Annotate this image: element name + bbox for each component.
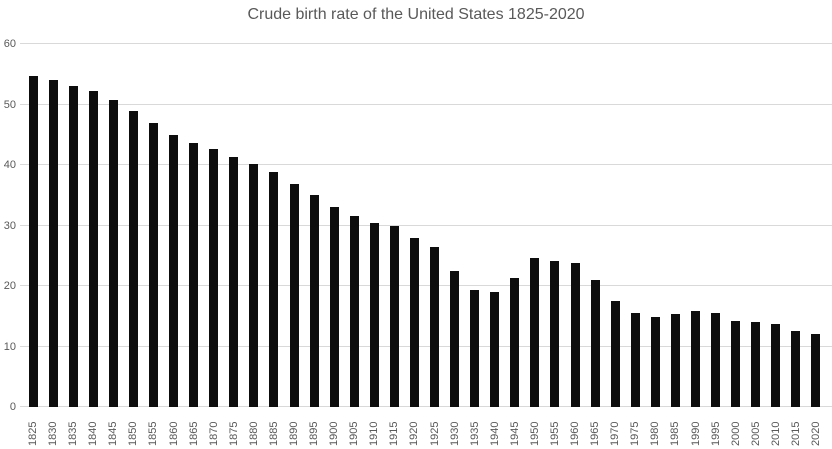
x-tick-label-1905: 1905 bbox=[348, 421, 361, 446]
bar-1975 bbox=[630, 312, 640, 407]
x-tick-label-1885: 1885 bbox=[267, 421, 280, 446]
x-tick-label-1900: 1900 bbox=[328, 421, 341, 446]
x-tick-label-1940: 1940 bbox=[488, 421, 501, 446]
bar-1925 bbox=[430, 247, 440, 407]
bar-1850 bbox=[128, 111, 138, 407]
bar-2000 bbox=[731, 320, 741, 407]
bar-1845 bbox=[108, 100, 118, 407]
x-axis-labels: 1825 1830 1835 1840 1845 1850 1855 1860 1865 1870… bbox=[23, 408, 826, 449]
x-tick-label-2010: 2010 bbox=[769, 421, 782, 446]
bar-1930 bbox=[450, 270, 460, 407]
x-tick-label-1985: 1985 bbox=[669, 421, 682, 446]
gridline-y-60 bbox=[20, 43, 832, 44]
x-tick-label-2005: 2005 bbox=[749, 421, 762, 446]
bar-2005 bbox=[751, 322, 761, 407]
x-tick-label-1845: 1845 bbox=[107, 421, 120, 446]
x-tick-label-1950: 1950 bbox=[528, 421, 541, 446]
x-tick-label-1855: 1855 bbox=[147, 421, 160, 446]
bar-1905 bbox=[349, 215, 359, 407]
bar-1825 bbox=[28, 76, 38, 407]
y-tick-label-50: 50 bbox=[3, 98, 16, 111]
bar-1915 bbox=[389, 226, 399, 407]
gridline-y-0 bbox=[20, 406, 832, 407]
bar-1945 bbox=[510, 278, 520, 407]
x-tick-label-2015: 2015 bbox=[789, 421, 802, 446]
bar-1885 bbox=[269, 172, 279, 407]
gridline-y-40 bbox=[20, 164, 832, 165]
x-tick-label-1890: 1890 bbox=[288, 421, 300, 446]
x-tick-label-1870: 1870 bbox=[207, 421, 220, 446]
gridline-y-30 bbox=[20, 224, 832, 226]
x-tick-label-1935: 1935 bbox=[468, 421, 481, 446]
bar-1990 bbox=[691, 311, 700, 407]
bar-1940 bbox=[490, 292, 500, 407]
gridline-y-50 bbox=[20, 103, 832, 105]
x-tick-label-1955: 1955 bbox=[548, 421, 561, 446]
bar-1860 bbox=[169, 134, 179, 407]
bar-1835 bbox=[68, 86, 78, 407]
bar-1960 bbox=[570, 263, 580, 407]
x-tick-label-1835: 1835 bbox=[67, 421, 80, 446]
x-tick-label-1980: 1980 bbox=[649, 421, 662, 446]
x-tick-label-1875: 1875 bbox=[227, 421, 240, 446]
y-tick-label-0: 0 bbox=[9, 401, 16, 413]
x-tick-label-1860: 1860 bbox=[167, 421, 180, 446]
x-tick-label-1825: 1825 bbox=[27, 421, 40, 446]
x-tick-label-1880: 1880 bbox=[247, 421, 260, 446]
x-tick-label-2000: 2000 bbox=[729, 421, 742, 446]
gridline-y-10 bbox=[20, 345, 832, 347]
bar-1920 bbox=[409, 237, 419, 407]
x-tick-label-1915: 1915 bbox=[388, 421, 401, 446]
bar-1970 bbox=[610, 300, 620, 407]
bar-2015 bbox=[791, 331, 801, 407]
x-tick-label-1945: 1945 bbox=[508, 421, 521, 446]
x-tick-label-1995: 1995 bbox=[709, 421, 722, 446]
bar-1875 bbox=[229, 156, 239, 407]
bar-1865 bbox=[189, 143, 199, 407]
x-tick-label-1840: 1840 bbox=[87, 421, 100, 446]
bar-1895 bbox=[309, 195, 319, 407]
x-tick-label-1910: 1910 bbox=[368, 421, 381, 446]
plot-area bbox=[20, 43, 832, 407]
bar-1890 bbox=[289, 184, 299, 407]
x-tick-label-2020: 2020 bbox=[809, 421, 822, 446]
x-tick-label-1920: 1920 bbox=[408, 421, 421, 446]
x-tick-label-1965: 1965 bbox=[589, 421, 602, 446]
x-tick-label-1930: 1930 bbox=[448, 421, 461, 446]
bar-1830 bbox=[48, 80, 58, 407]
bar-1935 bbox=[470, 290, 480, 407]
x-tick-label-1975: 1975 bbox=[629, 421, 642, 446]
bar-1870 bbox=[209, 149, 219, 407]
y-tick-label-40: 40 bbox=[3, 159, 16, 171]
x-tick-label-1925: 1925 bbox=[428, 421, 441, 446]
y-tick-label-30: 30 bbox=[3, 219, 16, 232]
chart-title: Crude birth rate of the United States 18… bbox=[247, 6, 585, 23]
bar-1950 bbox=[530, 257, 540, 407]
x-tick-label-1850: 1850 bbox=[127, 421, 140, 446]
x-tick-label-1895: 1895 bbox=[308, 421, 321, 446]
bar-1980 bbox=[650, 317, 660, 407]
bar-1985 bbox=[670, 314, 680, 407]
bar-1965 bbox=[590, 279, 600, 407]
bar-1955 bbox=[550, 260, 560, 407]
y-tick-label-20: 20 bbox=[3, 280, 16, 292]
x-tick-label-1865: 1865 bbox=[187, 421, 200, 446]
bar-1855 bbox=[148, 122, 158, 407]
gridline-y-20 bbox=[20, 285, 832, 286]
bar-1900 bbox=[329, 206, 339, 407]
x-tick-label-1960: 1960 bbox=[569, 421, 582, 446]
y-tick-label-10: 10 bbox=[3, 340, 16, 353]
bar-1910 bbox=[369, 223, 379, 407]
x-tick-label-1830: 1830 bbox=[47, 421, 60, 446]
x-tick-label-1990: 1990 bbox=[689, 421, 702, 446]
bar-2010 bbox=[771, 323, 781, 407]
bar-2020 bbox=[811, 334, 821, 407]
x-tick-label-1970: 1970 bbox=[609, 421, 622, 446]
bar-1840 bbox=[88, 91, 98, 407]
bar-1880 bbox=[249, 163, 259, 407]
bar-1995 bbox=[711, 313, 721, 407]
y-tick-label-60: 60 bbox=[3, 38, 16, 50]
